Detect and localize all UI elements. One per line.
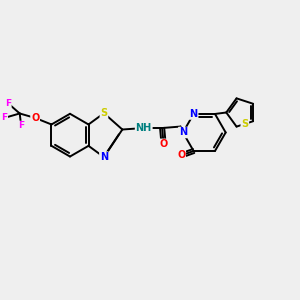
Text: F: F <box>5 99 11 108</box>
Text: O: O <box>160 140 168 149</box>
Text: F: F <box>1 113 7 122</box>
Text: O: O <box>31 113 39 123</box>
Text: N: N <box>100 152 108 162</box>
Text: O: O <box>177 150 185 161</box>
Text: NH: NH <box>136 123 152 133</box>
Text: S: S <box>241 119 248 129</box>
Text: N: N <box>179 128 187 137</box>
Text: S: S <box>100 108 107 118</box>
Text: N: N <box>190 109 198 119</box>
Text: F: F <box>18 122 24 130</box>
